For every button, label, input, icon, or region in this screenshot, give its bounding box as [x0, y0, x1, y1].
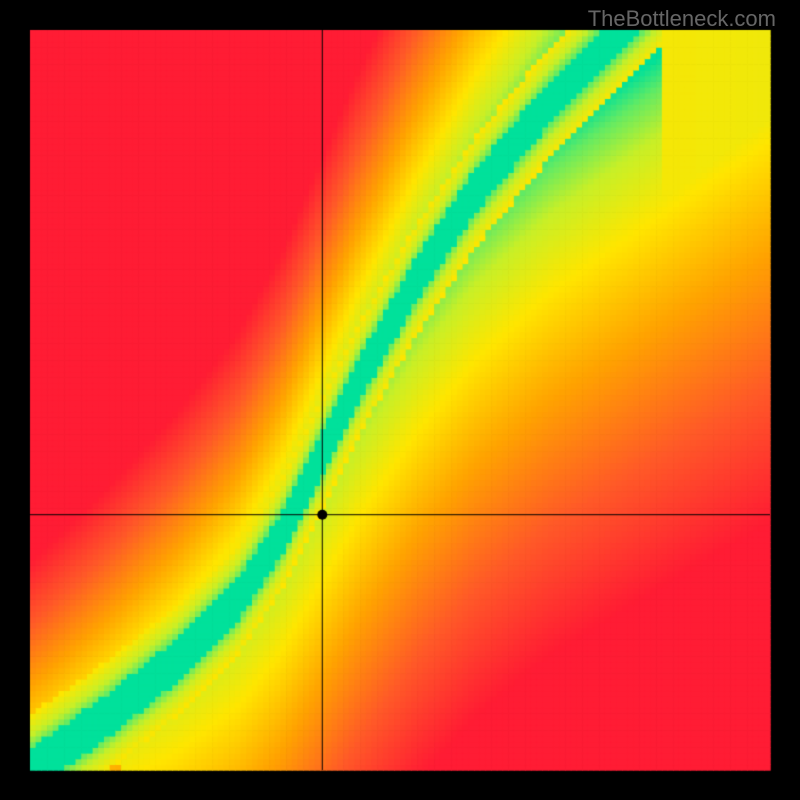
watermark-text: TheBottleneck.com — [588, 6, 776, 32]
heatmap-canvas — [0, 0, 800, 800]
chart-container: TheBottleneck.com — [0, 0, 800, 800]
